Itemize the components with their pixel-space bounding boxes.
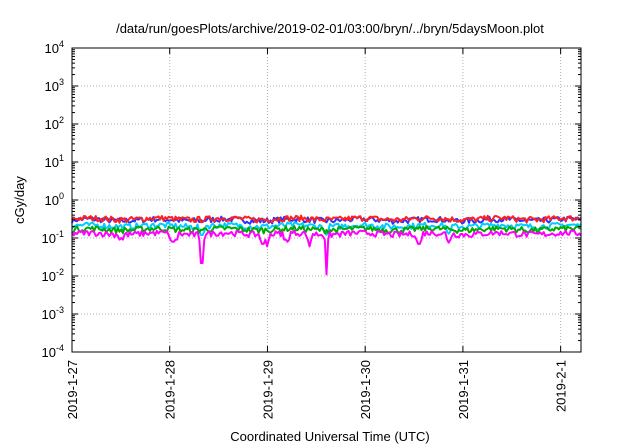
y-tick-label: 10-3 <box>42 305 64 322</box>
x-tick-label: 2019-1-29 <box>260 360 275 419</box>
series-line <box>71 225 582 235</box>
y-axis: 10-4 10-3 10-2 10-1 100 101 102 103 104 <box>42 39 581 360</box>
y-tick-label: 103 <box>45 77 64 94</box>
x-tick-label: 2019-1-30 <box>358 360 373 419</box>
x-tick-label: 2019-2-1 <box>554 360 569 412</box>
y-tick-label: 101 <box>45 153 64 170</box>
y-tick-label: 10-1 <box>42 229 64 246</box>
series-line <box>71 214 582 224</box>
y-tick-label: 10-2 <box>42 267 64 284</box>
x-axis-label: Coordinated Universal Time (UTC) <box>230 429 429 444</box>
x-tick-label: 2019-1-27 <box>65 360 80 419</box>
series-line <box>71 215 582 225</box>
x-tick-label: 2019-1-31 <box>456 360 471 419</box>
series-line <box>71 229 582 276</box>
y-tick-label: 100 <box>45 191 64 208</box>
y-axis-label: cGy/day <box>12 176 27 224</box>
y-tick-label: 10-4 <box>42 343 64 360</box>
y-tick-label: 102 <box>45 115 64 132</box>
x-axis: 2019-1-27 2019-1-28 2019-1-29 2019-1-30 2019… <box>65 48 569 419</box>
grid <box>71 48 581 352</box>
chart-title: /data/run/goesPlots/archive/2019-02-01/0… <box>116 21 544 36</box>
y-tick-label: 104 <box>45 39 64 56</box>
x-tick-label: 2019-1-28 <box>163 360 178 419</box>
series-group <box>71 214 582 276</box>
